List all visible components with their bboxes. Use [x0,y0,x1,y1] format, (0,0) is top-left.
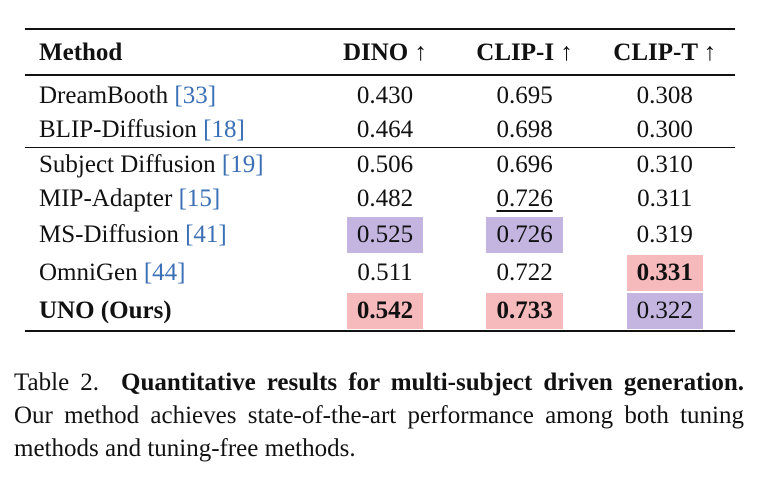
dino-cell: 0.482 [356,185,414,212]
method-name: UNO (Ours) [39,297,172,324]
header-dino: DINO ↑ [315,28,455,76]
second-best-highlight: 0.726 [486,217,563,253]
dino-cell: 0.511 [357,259,413,286]
clip-i-cell: 0.726 [455,182,595,216]
method-name: DreamBooth [39,82,175,109]
method-cell: BLIP-Diffusion [18] [25,113,316,148]
caption-label: Table 2. [14,369,99,396]
best-highlight: 0.542 [346,293,424,329]
caption-body: Our method achieves state-of-the-art per… [14,402,744,462]
clip-i-cell: 0.696 [496,151,553,178]
dino-cell: 0.525 [315,216,454,254]
dino-cell: 0.464 [315,113,455,148]
citation-link[interactable]: [15] [178,185,221,212]
method-name: OmniGen [39,259,144,286]
clip-t-cell: 0.331 [595,254,735,292]
method-cell: Subject Diffusion [19] [25,148,315,183]
clip-i-cell: 0.695 [496,82,553,109]
best-highlight: 0.733 [486,293,563,329]
method-cell: UNO (Ours) [25,292,316,332]
method-name: MIP-Adapter [39,185,179,212]
method-name: BLIP-Diffusion [39,116,204,143]
table-row: UNO (Ours) 0.542 0.733 0.322 [25,292,735,332]
clip-i-cell: 0.733 [454,292,595,332]
header-clip-t: CLIP-T ↑ [594,28,735,76]
caption-title: Quantitative results for multi-subject d… [121,369,744,396]
method-cell: OmniGen [44] [25,254,315,292]
table-row: DreamBooth [33] 0.430 0.695 0.308 [25,75,735,113]
clip-t-cell: 0.300 [594,113,735,148]
citation-link[interactable]: [18] [203,116,245,143]
second-best-underline-value: 0.726 [496,185,553,212]
second-best-highlight: 0.525 [346,217,424,253]
clip-i-cell: 0.698 [454,113,595,148]
table-caption: Table 2. Quantitative results for multi-… [14,366,744,465]
clip-t-cell: 0.308 [636,82,693,109]
clip-t-cell: 0.310 [636,151,693,178]
table-row: BLIP-Diffusion [18] 0.464 0.698 0.300 [25,113,735,148]
header-method: Method [25,28,316,76]
clip-t-cell: 0.311 [637,185,693,212]
second-best-highlight: 0.322 [626,293,703,329]
method-cell: MS-Diffusion [41] [25,216,315,254]
method-cell: DreamBooth [33] [25,75,315,113]
dino-cell: 0.506 [356,151,414,178]
citation-link[interactable]: [44] [143,259,186,286]
citation-link[interactable]: [19] [221,151,264,178]
method-name: MS-Diffusion [39,221,186,248]
table-row: OmniGen [44] 0.511 0.722 0.331 [25,254,735,292]
clip-t-cell: 0.319 [636,221,693,248]
table-row: MIP-Adapter [15] 0.482 0.726 0.311 [25,182,735,216]
header-clip-i: CLIP-I ↑ [454,28,595,76]
citation-link[interactable]: [41] [185,221,227,248]
clip-t-cell: 0.322 [594,292,735,332]
method-cell: MIP-Adapter [15] [25,182,315,216]
clip-i-cell: 0.722 [496,259,553,286]
citation-link[interactable]: [33] [174,82,217,109]
table-row: Subject Diffusion [19] 0.506 0.696 0.310 [25,148,735,183]
dino-cell: 0.430 [356,82,414,109]
results-table: Method DINO ↑ CLIP-I ↑ CLIP-T ↑ DreamBoo… [25,28,735,332]
table-header-row: Method DINO ↑ CLIP-I ↑ CLIP-T ↑ [25,28,735,76]
method-name: Subject Diffusion [39,151,222,178]
table-row: MS-Diffusion [41] 0.525 0.726 0.319 [25,216,735,254]
clip-i-cell: 0.726 [455,216,595,254]
best-highlight: 0.331 [626,255,703,291]
dino-cell: 0.542 [315,292,455,332]
